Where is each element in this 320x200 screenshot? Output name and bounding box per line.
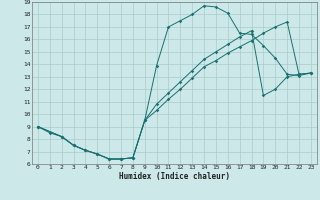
X-axis label: Humidex (Indice chaleur): Humidex (Indice chaleur) <box>119 172 230 181</box>
